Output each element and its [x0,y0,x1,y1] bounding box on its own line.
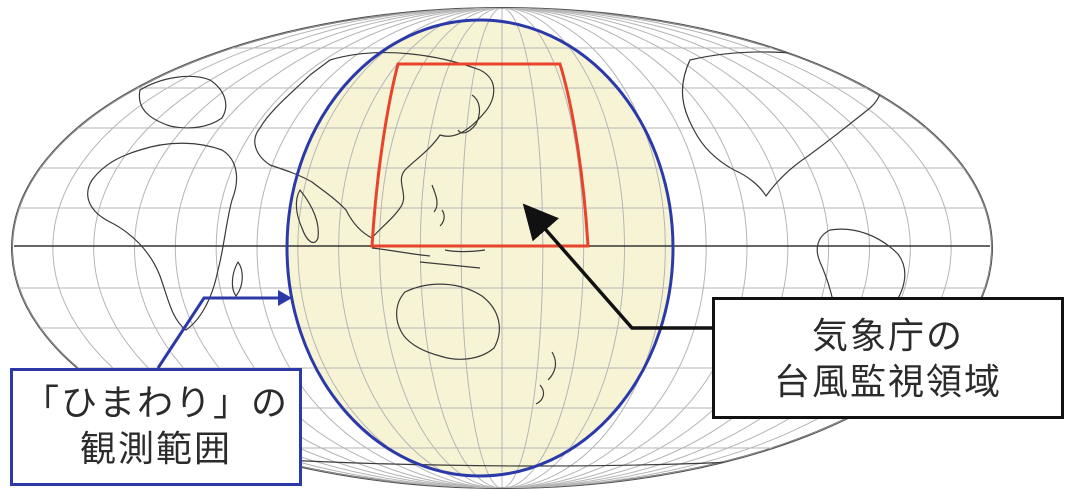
meridian-line [501,8,870,488]
meridian-line [256,8,503,488]
meridian-line [419,8,503,488]
meridian-line [134,8,503,488]
new-zealand [535,351,557,405]
meridian-line [501,8,992,488]
philippines-coastline [431,184,445,227]
indonesia-coastline [371,247,486,269]
himawari-arrowhead [278,290,292,306]
asia-coastline [254,52,495,239]
greenland [874,38,931,71]
meridian-line [501,8,830,488]
meridian-line [501,8,789,488]
himawari-coverage-outline [285,18,675,478]
meridian-line [501,8,707,488]
meridian-line [501,8,625,488]
jma-monitoring-callout: 気象庁の 台風監視領域 [712,297,1064,419]
meridian-line [174,8,503,488]
himawari-coverage-callout: 「ひまわり」の 観測範囲 [10,368,302,486]
europe-coastline [138,75,227,129]
madagascar [231,261,243,297]
jma-callout-line2: 台風監視領域 [773,362,1002,403]
jma-arrow [522,203,712,330]
meridian-line [501,8,952,488]
meridian-line [501,8,666,488]
japan-coastline [457,94,481,134]
himawari-leader-line [156,296,278,369]
jma-monitor-area [370,62,590,248]
australia-coastline [396,283,500,360]
jma-callout-line1: 気象庁の [811,316,964,357]
meridian-line [501,8,585,488]
meridian-line [460,8,503,488]
indian-peninsula [295,189,319,243]
meridian-line [379,8,503,488]
meridian-line [215,8,503,488]
meridian-line [501,8,911,488]
himawari-callout-line2: 観測範囲 [79,429,232,470]
africa-coastline [87,142,238,331]
meridian-line [338,8,503,488]
himawari-callout-line1: 「ひまわり」の [22,383,289,424]
meridian-line [501,8,748,488]
meridian-line [93,8,503,488]
